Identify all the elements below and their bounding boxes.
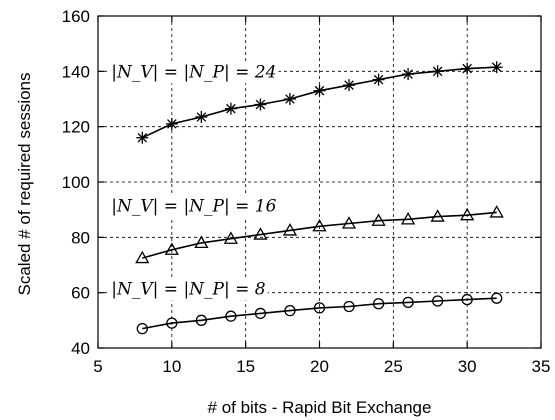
annotation-text: |N_V| = |N_P| = 24 [111,62,276,82]
series-line [142,211,497,259]
data-point [491,292,503,304]
y-axis-label: Scaled # of required sessions [15,72,34,295]
star-stroke [137,132,148,143]
annotation-background [109,278,268,301]
star-stroke [462,63,472,74]
annotation-text: |N_V| = |N_P| = 8 [111,280,265,300]
data-point [402,296,414,309]
annotation-background [109,195,279,218]
data-point [194,235,209,249]
y-tick-label: 40 [71,339,90,358]
data-point [254,98,267,111]
data-point [282,223,298,236]
data-point [166,317,178,329]
x-tick-label: 20 [310,357,329,376]
x-tick-label: 35 [532,357,551,376]
star-stroke [314,85,325,96]
annotation-background [109,61,279,84]
data-point [343,79,356,92]
data-point [254,307,267,320]
data-point [372,298,385,310]
series-star [136,61,503,144]
star-stroke [432,66,443,77]
x-tick-label: 15 [236,357,255,376]
series-annotation: |N_V| = |N_P| = 8 [109,278,268,301]
data-point [223,231,239,244]
data-point [372,73,385,86]
data-point [195,110,208,123]
x-tick-label: 25 [384,357,403,376]
data-point [489,205,504,218]
star-stroke [344,80,354,90]
data-point [430,209,445,222]
star-stroke [373,74,384,85]
data-point [136,131,149,144]
data-point [225,310,237,322]
data-point [460,207,475,221]
data-point [284,304,296,317]
data-point [343,300,355,313]
data-point [195,314,208,326]
data-point [313,84,326,97]
data-point [490,61,503,74]
star-stroke [196,112,207,122]
x-tick-label: 10 [162,357,181,376]
star-stroke [255,99,266,110]
y-tick-label: 80 [71,228,90,247]
data-point [461,293,473,306]
data-point [135,250,150,264]
annotation-text: |N_V| = |N_P| = 16 [111,197,276,217]
star-stroke [491,62,502,72]
y-tick-label: 160 [62,7,90,26]
x-axis-label: # of bits - Rapid Bit Exchange [208,398,432,417]
data-point [313,302,326,314]
annotations: |N_V| = |N_P| = 24 |N_V| = |N_P| = 16 |N_V… [109,61,279,301]
data-point [253,227,268,240]
star-stroke [285,94,295,104]
data-point [461,62,474,75]
star-stroke [403,69,413,79]
data-point [164,242,179,255]
data-point [400,212,416,225]
data-point [341,216,357,229]
series-circle [136,292,503,335]
y-tick-label: 60 [71,284,90,303]
y-tick-label: 120 [62,118,90,137]
data-point [431,295,444,307]
data-point [136,322,148,335]
axis-ticks: 5 10 15 20 25 30 35 40 60 80 100 120 140 160 [62,7,551,376]
data-point [402,68,415,81]
y-tick-label: 140 [62,62,90,81]
data-point [224,102,237,115]
data-point [371,213,386,226]
series-group [135,61,504,335]
x-tick-label: 30 [458,357,477,376]
series-annotation: |N_V| = |N_P| = 24 [109,61,279,84]
x-tick-label: 5 [93,357,102,376]
series-triangle [135,205,504,264]
data-point [283,93,296,105]
data-point [165,117,178,130]
data-point [431,65,444,78]
y-tick-label: 100 [62,173,90,192]
star-stroke [226,103,236,114]
data-point [312,218,327,232]
star-stroke [167,119,177,129]
series-line [142,297,497,330]
series-annotation: |N_V| = |N_P| = 16 [109,195,279,218]
